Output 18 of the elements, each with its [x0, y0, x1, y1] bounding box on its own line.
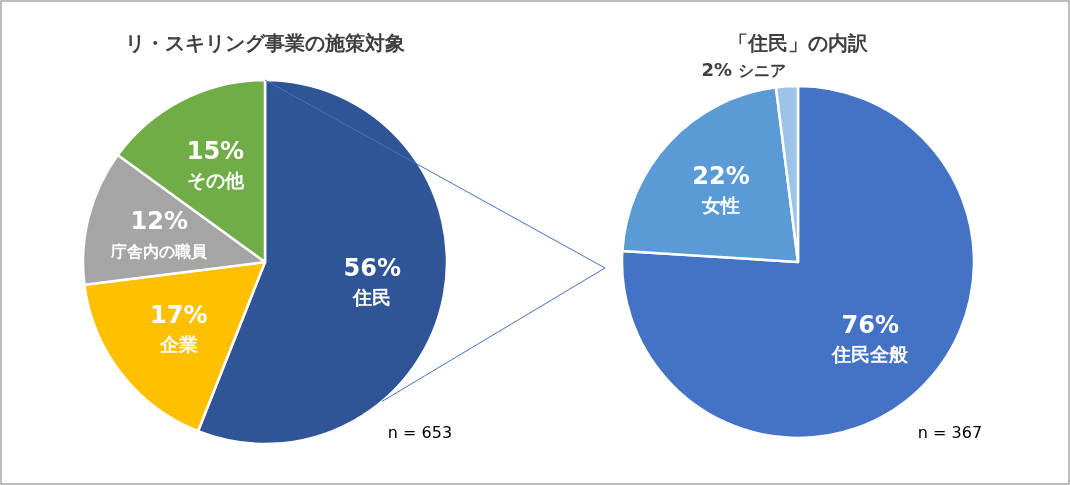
slice-label: 企業	[158, 332, 198, 355]
slice-label: 住民全般	[831, 342, 910, 365]
slice-label: その他	[186, 168, 245, 191]
data-label: 2%	[701, 59, 739, 81]
data-label: 12%	[130, 206, 188, 235]
data-label: 56%	[343, 254, 401, 283]
data-label: 15%	[186, 136, 245, 165]
text: n = 653	[387, 423, 453, 442]
data-label: 17%	[149, 300, 208, 329]
text: n = 367	[917, 423, 983, 442]
chart-title: リ・スキリング事業の施策対象	[125, 31, 405, 55]
data-label: 22%	[692, 161, 750, 190]
slice-label: 庁舎内の職員	[110, 241, 209, 261]
chart-title: 「住民」の内訳	[728, 31, 869, 55]
slice-label: 住民	[352, 286, 392, 309]
slice-label: 女性	[701, 193, 741, 216]
data-label: 76%	[841, 310, 900, 339]
slice-label: シニア	[738, 61, 787, 81]
